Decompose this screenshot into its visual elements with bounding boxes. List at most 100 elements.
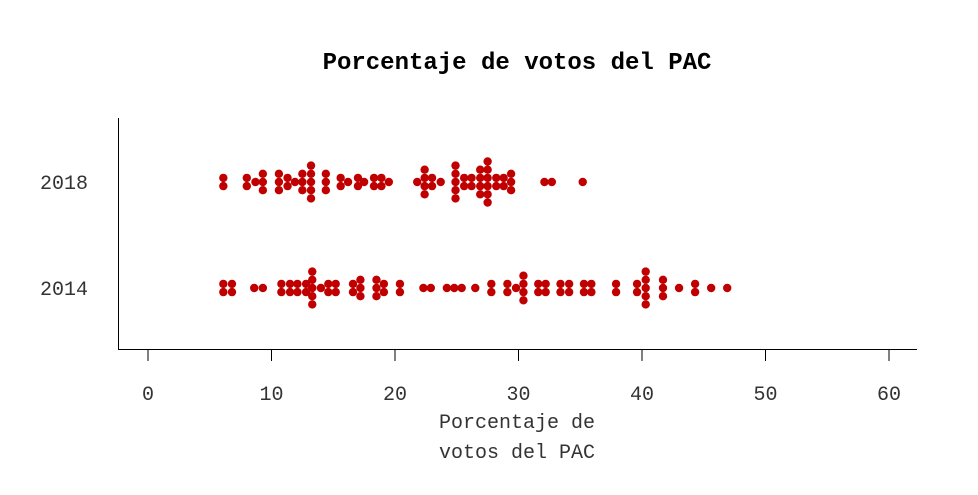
data-point-2014 <box>564 279 574 289</box>
data-point-2018 <box>499 173 508 183</box>
data-point-2014 <box>541 287 550 297</box>
data-point-2018 <box>506 169 516 178</box>
data-point-2014 <box>641 275 650 284</box>
data-point-2014 <box>519 279 528 289</box>
data-point-2018 <box>483 198 492 207</box>
data-point-2014 <box>723 283 732 293</box>
data-point-2014 <box>556 279 565 289</box>
data-point-2018 <box>483 190 492 199</box>
data-point-2014 <box>641 292 650 301</box>
data-point-2014 <box>706 283 716 293</box>
data-point-2014 <box>308 283 317 293</box>
data-point-2014 <box>301 279 311 289</box>
data-point-2018 <box>483 165 492 174</box>
data-point-2014 <box>301 287 311 297</box>
data-point-2014 <box>277 287 286 297</box>
data-point-2018 <box>451 161 460 170</box>
data-point-2014 <box>277 279 286 289</box>
data-point-2018 <box>321 177 331 187</box>
data-points <box>219 157 732 309</box>
data-point-2014 <box>395 287 405 297</box>
data-point-2018 <box>353 181 363 191</box>
data-point-2014 <box>587 279 596 289</box>
data-point-2014 <box>379 279 389 289</box>
data-point-2018 <box>427 173 437 183</box>
data-point-2018 <box>359 177 369 187</box>
data-point-2014 <box>293 287 302 297</box>
y-axis-labels: 2014 2018 <box>40 173 88 302</box>
data-point-2014 <box>503 279 512 289</box>
data-point-2018 <box>467 173 476 183</box>
data-point-2014 <box>331 279 340 289</box>
data-point-2018 <box>283 173 292 183</box>
data-point-2014 <box>587 287 596 297</box>
data-point-2014 <box>564 287 574 297</box>
data-point-2014 <box>285 279 295 289</box>
data-point-2018 <box>492 173 501 183</box>
data-point-2014 <box>658 292 668 301</box>
data-point-2014 <box>250 283 259 293</box>
data-point-2014 <box>219 279 228 289</box>
chart-title: Porcentaje de votos del PAC <box>323 50 712 77</box>
data-point-2014 <box>372 275 381 284</box>
data-point-2018 <box>306 177 316 187</box>
data-point-2014 <box>519 271 528 280</box>
x-axis-label-line-2: votos del PAC <box>439 442 595 465</box>
data-point-2018 <box>306 194 316 203</box>
data-point-2014 <box>611 279 621 289</box>
x-tick-label: 30 <box>506 384 530 407</box>
data-point-2018 <box>467 181 476 191</box>
data-point-2014 <box>372 283 381 293</box>
data-point-2018 <box>353 173 363 183</box>
data-point-2018 <box>499 181 508 191</box>
data-point-2014 <box>457 283 466 293</box>
data-point-2018 <box>321 186 331 195</box>
data-point-2018 <box>283 181 292 191</box>
data-point-2014 <box>487 287 496 297</box>
data-point-2018 <box>298 186 307 195</box>
x-axis-ticks: 0 10 20 30 40 50 60 <box>142 350 901 407</box>
x-axis-label-line-1: Porcentaje de <box>439 412 595 435</box>
data-point-2018 <box>436 177 445 187</box>
data-point-2018 <box>420 173 429 183</box>
data-point-2018 <box>343 177 353 187</box>
data-point-2018 <box>427 181 437 191</box>
data-point-2014 <box>308 275 317 284</box>
data-point-2018 <box>336 173 345 183</box>
data-point-2018 <box>547 177 557 187</box>
x-tick-label: 60 <box>877 384 901 407</box>
data-point-2018 <box>483 173 492 183</box>
data-point-2018 <box>251 177 260 187</box>
data-point-2018 <box>420 181 429 191</box>
data-point-2014 <box>442 283 452 293</box>
data-point-2014 <box>471 283 480 293</box>
data-point-2014 <box>690 279 700 289</box>
data-point-2014 <box>658 275 668 284</box>
data-point-2018 <box>377 173 386 183</box>
data-point-2018 <box>578 177 587 187</box>
data-point-2018 <box>242 181 251 191</box>
data-point-2014 <box>308 267 317 276</box>
data-point-2018 <box>219 173 228 183</box>
data-point-2014 <box>348 279 358 289</box>
x-tick-label: 20 <box>383 384 407 407</box>
x-tick-label: 50 <box>753 384 777 407</box>
data-point-2014 <box>419 283 428 293</box>
data-point-2014 <box>285 287 295 297</box>
data-point-2018 <box>506 177 516 187</box>
y-tick-label: 2018 <box>40 173 88 196</box>
data-point-2014 <box>487 279 496 289</box>
data-point-2018 <box>384 177 394 187</box>
data-point-2014 <box>450 283 459 293</box>
data-point-2018 <box>336 181 345 191</box>
data-point-2018 <box>413 177 422 187</box>
data-point-2018 <box>369 173 379 183</box>
data-point-2014 <box>534 287 543 297</box>
data-point-2014 <box>356 275 365 284</box>
data-point-2014 <box>227 287 237 297</box>
data-point-2014 <box>219 287 228 297</box>
data-point-2018 <box>492 181 501 191</box>
data-point-2018 <box>274 169 284 178</box>
data-point-2014 <box>356 283 365 293</box>
data-point-2018 <box>242 173 251 183</box>
